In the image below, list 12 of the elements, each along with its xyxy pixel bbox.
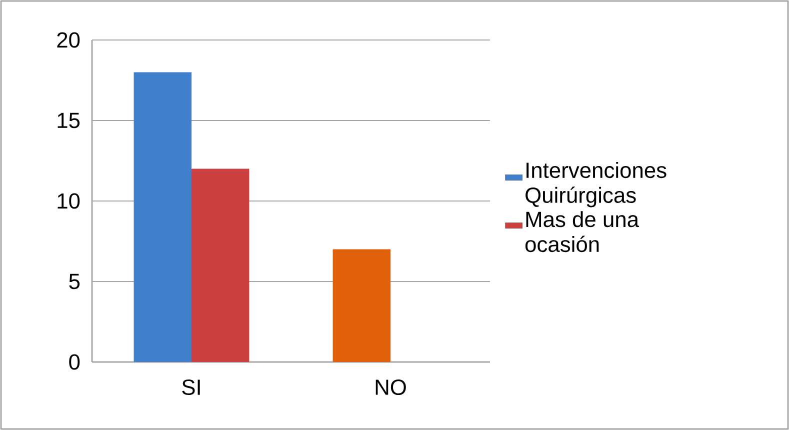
y-tick-label: 0 — [69, 354, 80, 370]
bar — [192, 168, 250, 362]
legend-label: Mas de una ocasión — [525, 211, 640, 252]
x-tick-label: NO — [376, 379, 406, 396]
y-tick-label: 15 — [58, 112, 80, 128]
legend-label: Intervenciones Quirúrgicas — [526, 162, 666, 208]
y-tick-label: 10 — [58, 193, 80, 209]
bar — [134, 72, 192, 362]
bar — [332, 249, 391, 362]
x-tick-label: SI — [182, 379, 200, 396]
y-tick-label: 5 — [69, 274, 80, 290]
y-tick-label: 20 — [57, 32, 80, 48]
